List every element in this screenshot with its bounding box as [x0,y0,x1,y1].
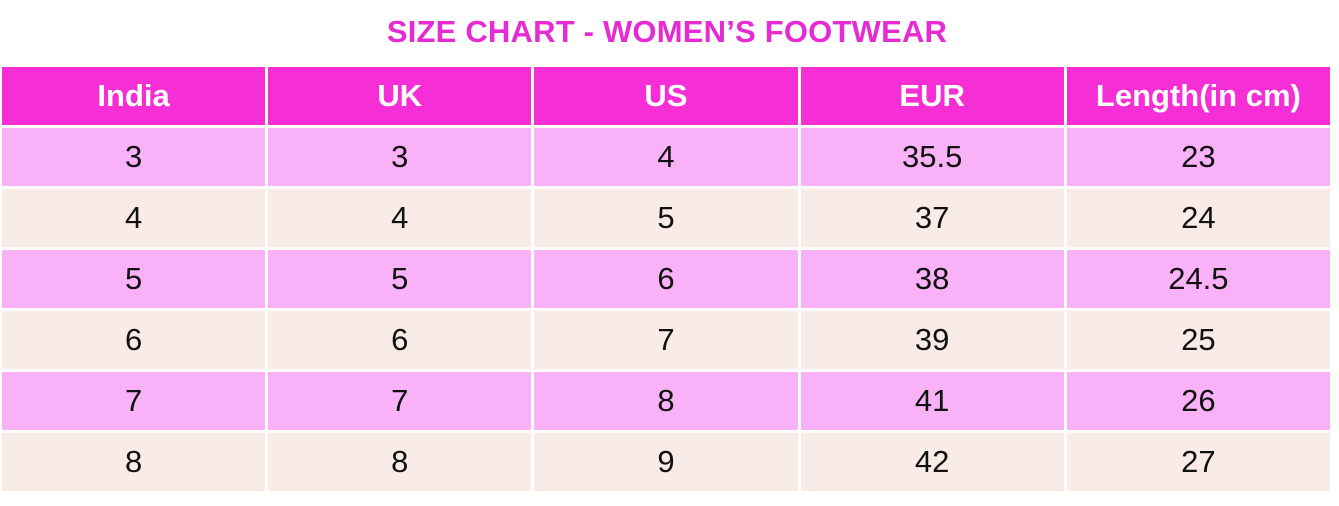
cell-length: 27 [1066,433,1330,491]
cell-uk: 5 [268,250,532,308]
cell-eur: 38 [800,250,1064,308]
cell-uk: 7 [268,372,532,430]
cell-length: 26 [1066,372,1330,430]
cell-length: 25 [1066,311,1330,369]
cell-uk: 8 [268,433,532,491]
cell-us: 8 [534,372,798,430]
cell-india: 8 [2,433,266,491]
table-row: 5 5 6 38 24.5 [2,250,1330,308]
cell-india: 3 [2,128,266,186]
table-row: 6 6 7 39 25 [2,311,1330,369]
chart-title: SIZE CHART - WOMEN’S FOOTWEAR [386,14,948,49]
cell-eur: 39 [800,311,1064,369]
table-row: 8 8 9 42 27 [2,433,1330,491]
cell-uk: 3 [268,128,532,186]
cell-india: 4 [2,189,266,247]
cell-length: 24.5 [1066,250,1330,308]
header-uk: UK [268,67,532,125]
header-us: US [534,67,798,125]
header-row: India UK US EUR Length(in cm) [2,67,1330,125]
cell-us: 4 [534,128,798,186]
cell-eur: 35.5 [800,128,1064,186]
cell-us: 9 [534,433,798,491]
header-eur: EUR [800,67,1064,125]
cell-eur: 42 [800,433,1064,491]
table-row: 3 3 4 35.5 23 [2,128,1330,186]
cell-uk: 4 [268,189,532,247]
cell-eur: 41 [800,372,1064,430]
size-table: India UK US EUR Length(in cm) 3 3 4 35.5… [0,64,1333,494]
header-india: India [2,67,266,125]
cell-us: 6 [534,250,798,308]
cell-length: 23 [1066,128,1330,186]
cell-uk: 6 [268,311,532,369]
cell-india: 7 [2,372,266,430]
cell-length: 24 [1066,189,1330,247]
table-row: 4 4 5 37 24 [2,189,1330,247]
cell-us: 5 [534,189,798,247]
cell-india: 5 [2,250,266,308]
header-length: Length(in cm) [1066,67,1330,125]
cell-eur: 37 [800,189,1064,247]
cell-india: 6 [2,311,266,369]
cell-us: 7 [534,311,798,369]
table-row: 7 7 8 41 26 [2,372,1330,430]
